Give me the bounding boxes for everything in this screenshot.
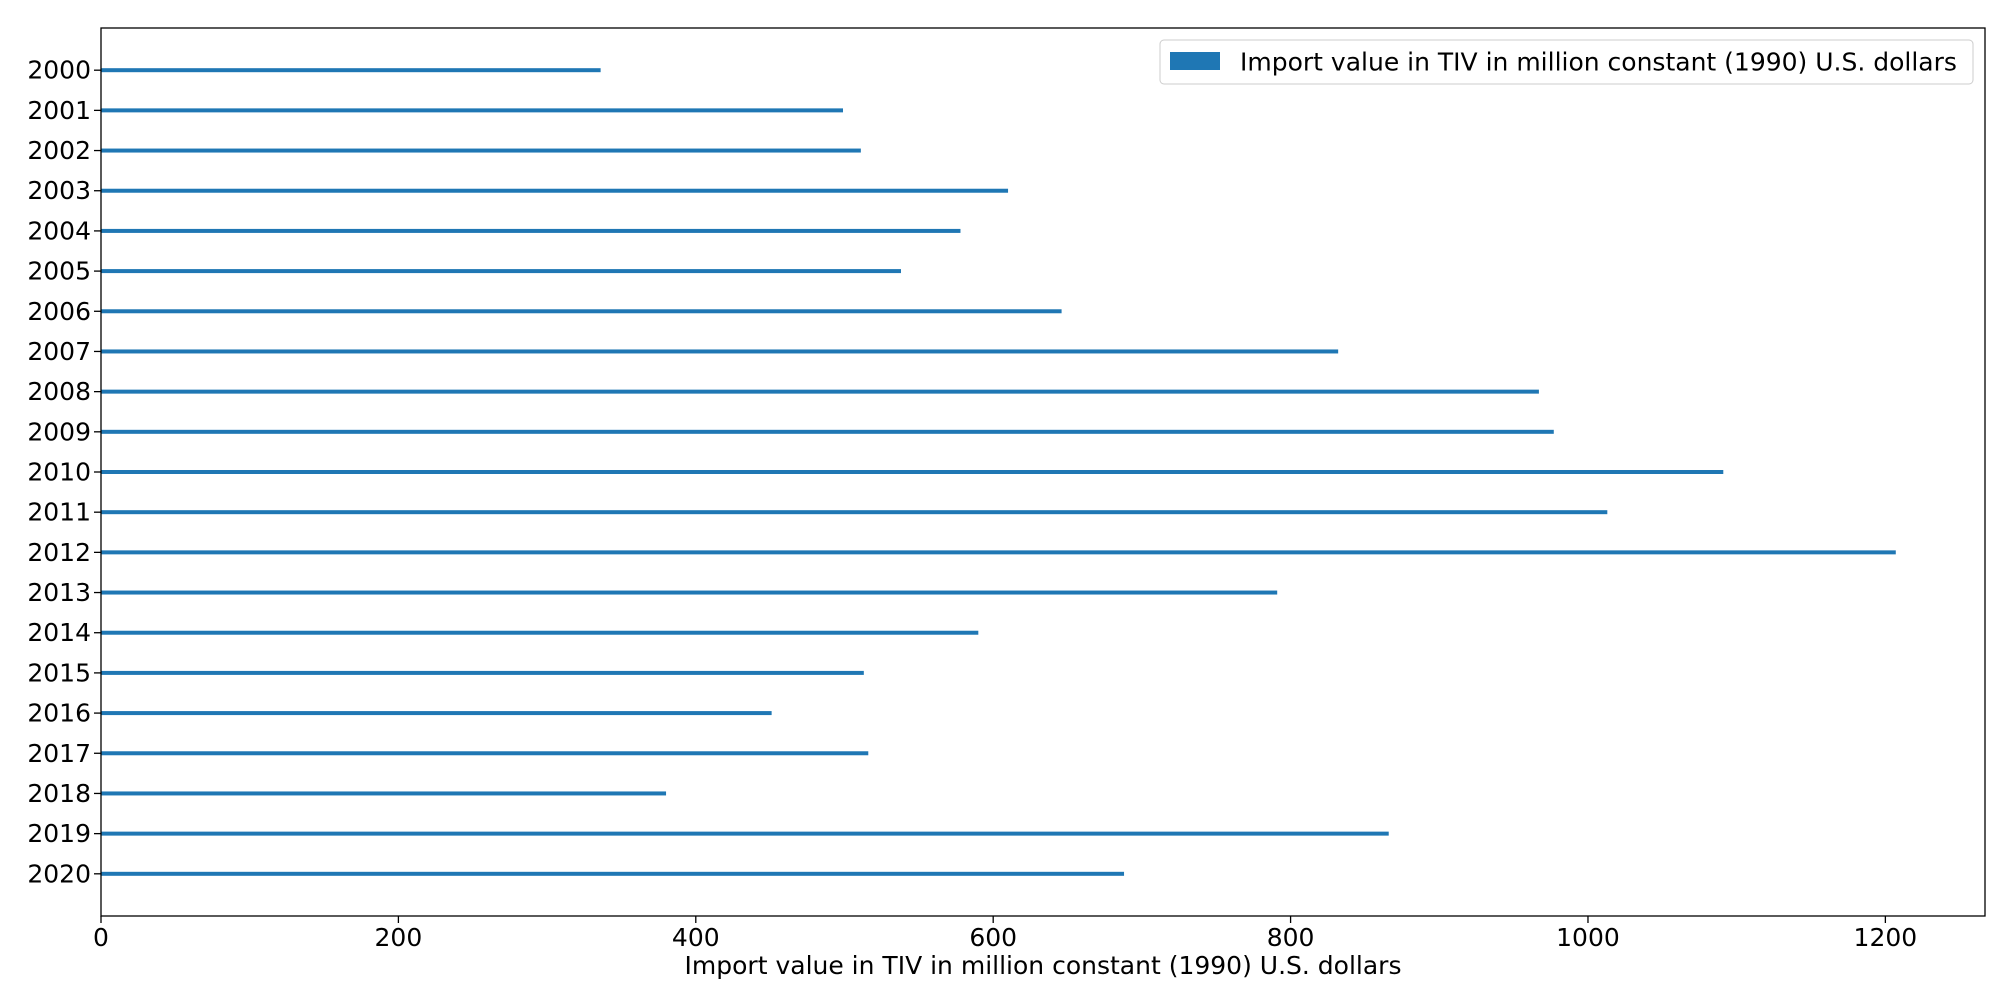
bar-2011 — [101, 510, 1608, 515]
x-tick-label: 1000 — [1556, 923, 1620, 952]
plot-frame — [100, 27, 1986, 917]
legend: Import value in TIV in million constant … — [1159, 39, 1974, 85]
y-tick-label: 2014 — [27, 618, 91, 647]
bar-2008 — [101, 389, 1539, 394]
y-tick-label: 2001 — [27, 96, 91, 125]
y-tick-label: 2016 — [27, 699, 91, 728]
bar-2005 — [101, 269, 901, 274]
y-tick-label: 2008 — [27, 377, 91, 406]
y-tick-label: 2002 — [27, 136, 91, 165]
bar-2000 — [101, 68, 601, 73]
x-axis: 0 200 400 600 800 1000 1200 — [93, 916, 1917, 952]
x-tick-label: 200 — [375, 923, 423, 952]
y-axis: 2000 2001 2002 2003 2004 2005 2006 2007 2008 2009… — [27, 56, 101, 888]
bar-2017 — [101, 751, 869, 756]
bar-2014 — [101, 630, 979, 635]
x-tick-label: 1200 — [1854, 923, 1918, 952]
y-tick-label: 2020 — [27, 859, 91, 888]
y-tick-label: 2000 — [27, 56, 91, 85]
legend-label: Import value in TIV in million constant … — [1240, 48, 1957, 77]
bar-2001 — [101, 108, 844, 113]
bar-2003 — [101, 188, 1009, 193]
y-tick-label: 2006 — [27, 297, 91, 326]
y-tick-label: 2017 — [27, 739, 91, 768]
bar-2016 — [101, 711, 772, 716]
bar-2009 — [101, 429, 1554, 434]
y-tick-label: 2004 — [27, 216, 91, 245]
bar-2004 — [101, 228, 961, 233]
y-tick-label: 2019 — [27, 819, 91, 848]
bar-2012 — [101, 550, 1896, 555]
x-tick-label: 800 — [1267, 923, 1315, 952]
y-tick-label: 2013 — [27, 578, 91, 607]
bar-2020 — [101, 871, 1125, 876]
y-tick-label: 2012 — [27, 538, 91, 567]
y-tick-label: 2007 — [27, 337, 91, 366]
y-tick-label: 2005 — [27, 257, 91, 286]
legend-box — [1159, 39, 1974, 85]
bar-2010 — [101, 470, 1724, 474]
bar-2019 — [101, 831, 1389, 836]
y-tick-label: 2011 — [27, 498, 91, 527]
bars-layer — [101, 68, 1896, 876]
bar-2015 — [101, 670, 864, 675]
x-tick-label: 0 — [93, 923, 109, 952]
y-tick-label: 2015 — [27, 658, 91, 687]
bar-2006 — [101, 309, 1062, 314]
bar-2002 — [101, 148, 861, 153]
y-tick-label: 2009 — [27, 417, 91, 446]
bar-2013 — [101, 590, 1278, 595]
x-tick-label: 600 — [969, 923, 1017, 952]
y-tick-label: 2003 — [27, 176, 91, 205]
bar-2018 — [101, 791, 667, 796]
legend-swatch — [1170, 52, 1220, 70]
y-tick-label: 2018 — [27, 779, 91, 808]
y-tick-label: 2010 — [27, 458, 91, 487]
bar-2007 — [101, 349, 1339, 354]
x-axis-label: Import value in TIV in million constant … — [685, 951, 1402, 980]
x-tick-label: 400 — [672, 923, 720, 952]
